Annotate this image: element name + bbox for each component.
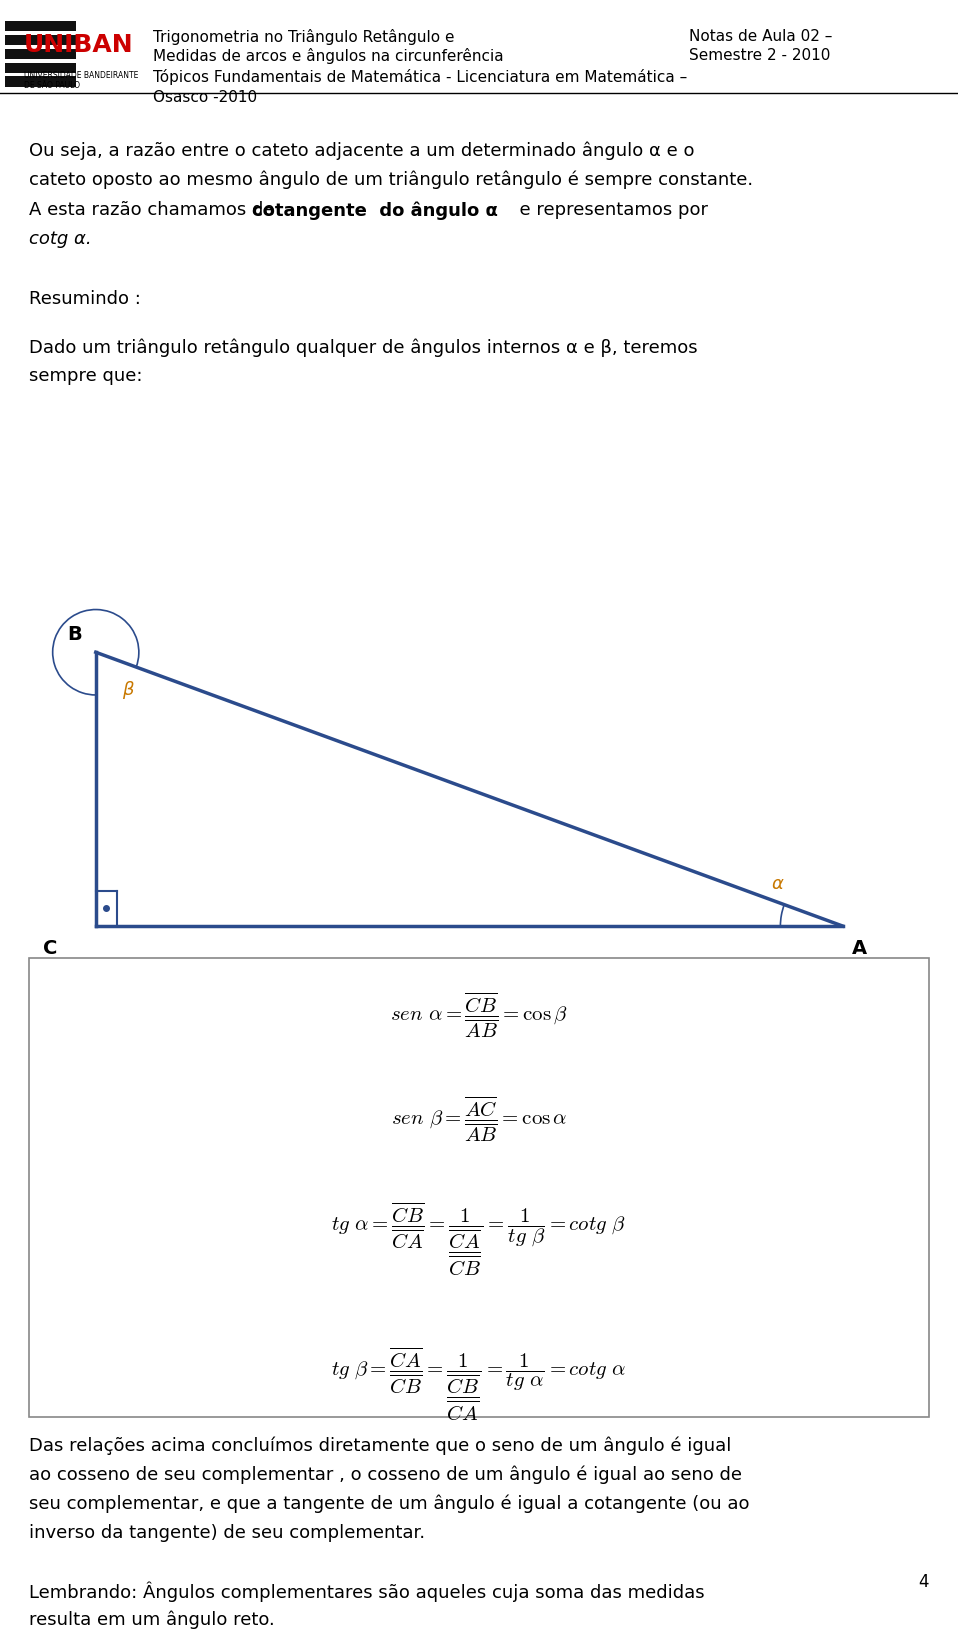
Text: sempre que:: sempre que: [29,367,142,384]
Text: Ou seja, a razão entre o cateto adjacente a um determinado ângulo α e o: Ou seja, a razão entre o cateto adjacent… [29,142,694,160]
Text: α: α [772,875,783,893]
Text: seu complementar, e que a tangente de um ângulo é igual a cotangente (ou ao: seu complementar, e que a tangente de um… [29,1494,749,1513]
Text: Trigonometria no Triângulo Retângulo e: Trigonometria no Triângulo Retângulo e [154,29,455,46]
Bar [5,49,76,59]
Text: $sen\ \alpha = \dfrac{\overline{CB}}{\overline{AB}} = \cos\beta$: $sen\ \alpha = \dfrac{\overline{CB}}{\ov… [390,990,567,1041]
Text: e representamos por: e representamos por [508,202,708,220]
Text: ao cosseno de seu complementar , o cosseno de um ângulo é igual ao seno de: ao cosseno de seu complementar , o cosse… [29,1466,742,1484]
Bar [5,34,76,46]
Text: Resumindo :: Resumindo : [29,290,140,308]
Text: $tg\ \alpha = \dfrac{\overline{CB}}{\overline{CA}} = \dfrac{1}{\dfrac{\overline{: $tg\ \alpha = \dfrac{\overline{CB}}{\ove… [331,1201,626,1277]
Text: UNIVERSIDADE BANDEIRANTE
DE SÃO PAULO: UNIVERSIDADE BANDEIRANTE DE SÃO PAULO [24,72,138,90]
Text: $sen\ \beta = \dfrac{\overline{AC}}{\overline{AB}} = \cos\alpha$: $sen\ \beta = \dfrac{\overline{AC}}{\ove… [391,1095,567,1145]
Text: β: β [122,681,133,699]
Text: inverso da tangente) de seu complementar.: inverso da tangente) de seu complementar… [29,1523,425,1541]
Text: Semestre 2 - 2010: Semestre 2 - 2010 [689,49,830,64]
Text: C: C [43,938,58,958]
Bar [5,62,76,73]
Text: UNIBAN: UNIBAN [24,33,133,57]
Bar [5,21,76,31]
Text: Dado um triângulo retângulo qualquer de ângulos internos α e β, teremos: Dado um triângulo retângulo qualquer de … [29,339,697,357]
Text: cateto oposto ao mesmo ângulo de um triângulo retângulo é sempre constante.: cateto oposto ao mesmo ângulo de um triâ… [29,171,753,189]
Bar [5,77,76,86]
Text: Osasco -2010: Osasco -2010 [154,90,257,106]
Text: 4: 4 [919,1574,929,1592]
Text: Tópicos Fundamentais de Matemática - Licenciatura em Matemática –: Tópicos Fundamentais de Matemática - Lic… [154,70,687,85]
Text: Notas de Aula 02 –: Notas de Aula 02 – [689,29,833,44]
Text: Das relações acima concluímos diretamente que o seno de um ângulo é igual: Das relações acima concluímos diretament… [29,1437,732,1455]
Text: $tg\ \beta = \dfrac{\overline{CA}}{\overline{CB}} = \dfrac{1}{\dfrac{\overline{C: $tg\ \beta = \dfrac{\overline{CA}}{\over… [331,1346,626,1422]
Text: Medidas de arcos e ângulos na circunferência: Medidas de arcos e ângulos na circunferê… [154,49,504,64]
Text: A esta razão chamamos de: A esta razão chamamos de [29,202,286,220]
Text: B: B [67,626,82,643]
Text: Lembrando: Ângulos complementares são aqueles cuja soma das medidas: Lembrando: Ângulos complementares são aq… [29,1582,705,1601]
Bar [29,958,929,1417]
Text: resulta em um ângulo reto.: resulta em um ângulo reto. [29,1611,275,1629]
Text: A: A [852,938,867,958]
Text: cotangente  do ângulo α: cotangente do ângulo α [252,202,497,220]
Text: cotg α.: cotg α. [29,230,91,248]
